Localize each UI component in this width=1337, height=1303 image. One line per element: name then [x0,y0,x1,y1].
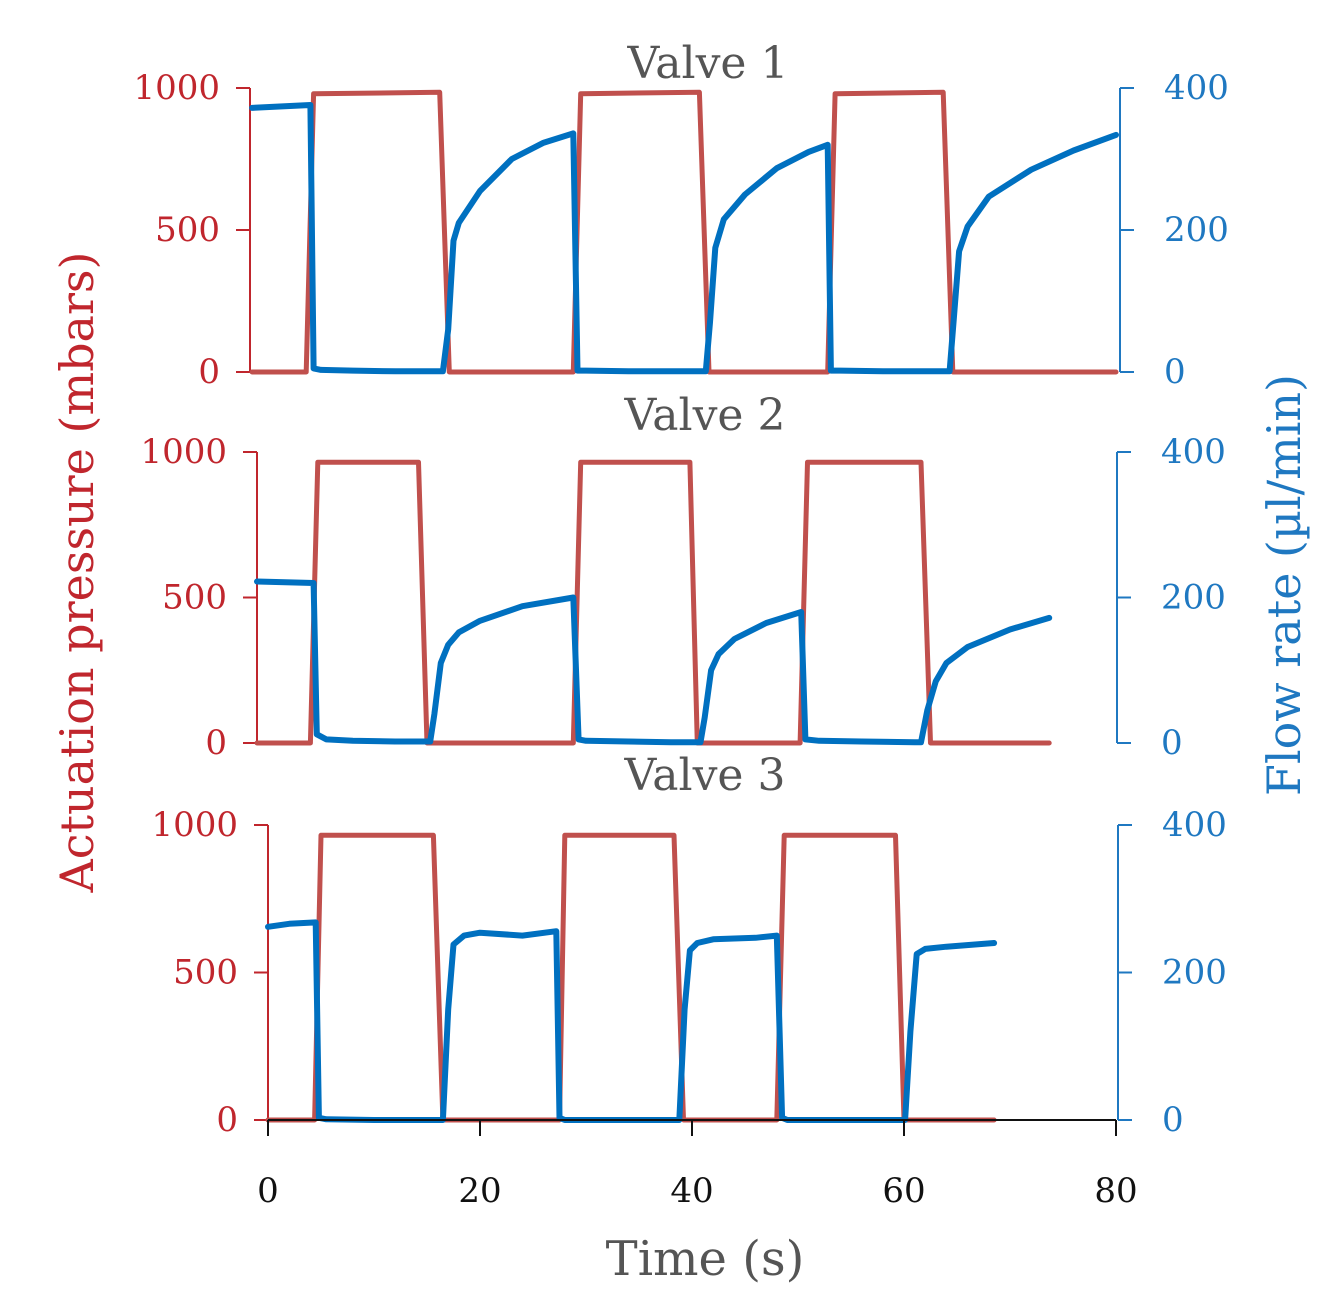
left-tick-label: 1000 [133,68,220,108]
panel-title: Valve 3 [624,750,786,801]
x-tick-label: 80 [1094,1171,1137,1211]
x-tick-label: 40 [670,1171,713,1211]
pressure-series-line [249,89,1119,375]
right-tick-label: 200 [1164,210,1229,250]
left-tick-label: 500 [162,578,227,618]
pressure-series-line [265,832,997,1123]
chart-panels: 0 500 1000 0 200 400 Valve 1 0 500 1000 0 200 400 Val… [133,38,1228,1140]
left-tick-label: 500 [173,953,238,993]
left-tick-label: 1000 [151,805,238,845]
right-tick-label: 0 [1161,723,1183,763]
pressure-series-line [254,459,1052,746]
right-y-axis-label: Flow rate (µl/min) [1257,374,1311,796]
left-tick-label: 0 [205,723,227,763]
panel-3: 0 500 1000 0 200 400 Valve 3 [151,750,1226,1140]
x-tick-label: 0 [257,1171,279,1211]
right-tick-label: 0 [1164,352,1186,392]
left-tick-label: 0 [198,352,220,392]
panel-title: Valve 2 [624,390,786,441]
left-tick-label: 0 [216,1100,238,1140]
right-tick-label: 0 [1162,1100,1184,1140]
panel-2: 0 500 1000 0 200 400 Valve 2 [140,390,1225,763]
x-axis-label: Time (s) [606,1231,805,1287]
left-y-axis-label: Actuation pressure (mbars) [50,252,104,894]
flow-series-line [265,919,998,1123]
right-tick-label: 400 [1161,432,1226,472]
right-tick-label: 200 [1162,953,1227,993]
x-tick-label: 60 [882,1171,925,1211]
flow-series-line [254,578,1053,746]
right-tick-label: 200 [1161,578,1226,618]
right-tick-label: 400 [1162,805,1227,845]
panel-title: Valve 1 [627,38,789,89]
left-tick-label: 500 [155,210,220,250]
panel-1: 0 500 1000 0 200 400 Valve 1 [133,38,1228,392]
shared-x-axis: 0 20 40 60 80 [257,1119,1138,1211]
x-tick-label: 20 [458,1171,501,1211]
flow-series-line [249,102,1119,375]
right-tick-label: 400 [1164,68,1229,108]
left-tick-label: 1000 [140,432,227,472]
